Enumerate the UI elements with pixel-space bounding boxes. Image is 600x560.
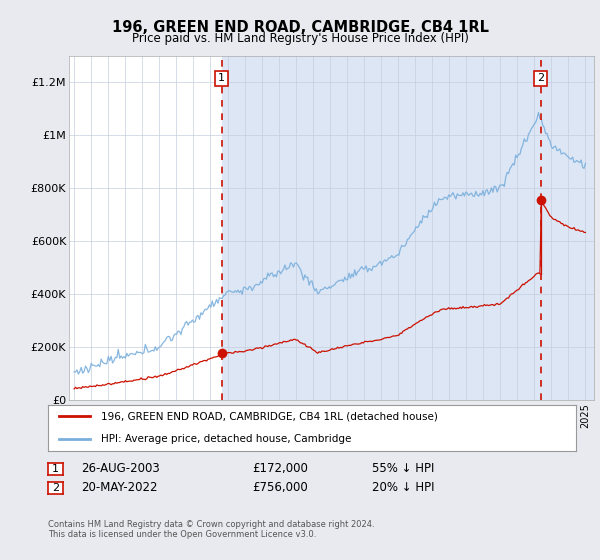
Text: 196, GREEN END ROAD, CAMBRIDGE, CB4 1RL (detached house): 196, GREEN END ROAD, CAMBRIDGE, CB4 1RL … (101, 412, 437, 421)
Text: 20% ↓ HPI: 20% ↓ HPI (372, 481, 434, 494)
Text: 1: 1 (52, 464, 59, 474)
Text: 196, GREEN END ROAD, CAMBRIDGE, CB4 1RL: 196, GREEN END ROAD, CAMBRIDGE, CB4 1RL (112, 20, 488, 35)
Text: 2: 2 (537, 73, 544, 83)
Text: 2: 2 (52, 483, 59, 493)
Text: 26-AUG-2003: 26-AUG-2003 (81, 462, 160, 475)
Text: 55% ↓ HPI: 55% ↓ HPI (372, 462, 434, 475)
Text: HPI: Average price, detached house, Cambridge: HPI: Average price, detached house, Camb… (101, 435, 351, 444)
Text: 1: 1 (218, 73, 225, 83)
Text: This data is licensed under the Open Government Licence v3.0.: This data is licensed under the Open Gov… (48, 530, 316, 539)
Text: £172,000: £172,000 (252, 462, 308, 475)
Text: £756,000: £756,000 (252, 481, 308, 494)
Text: Contains HM Land Registry data © Crown copyright and database right 2024.: Contains HM Land Registry data © Crown c… (48, 520, 374, 529)
Text: 20-MAY-2022: 20-MAY-2022 (81, 481, 157, 494)
Bar (69, 56, 221, 400)
Text: Price paid vs. HM Land Registry's House Price Index (HPI): Price paid vs. HM Land Registry's House … (131, 32, 469, 45)
